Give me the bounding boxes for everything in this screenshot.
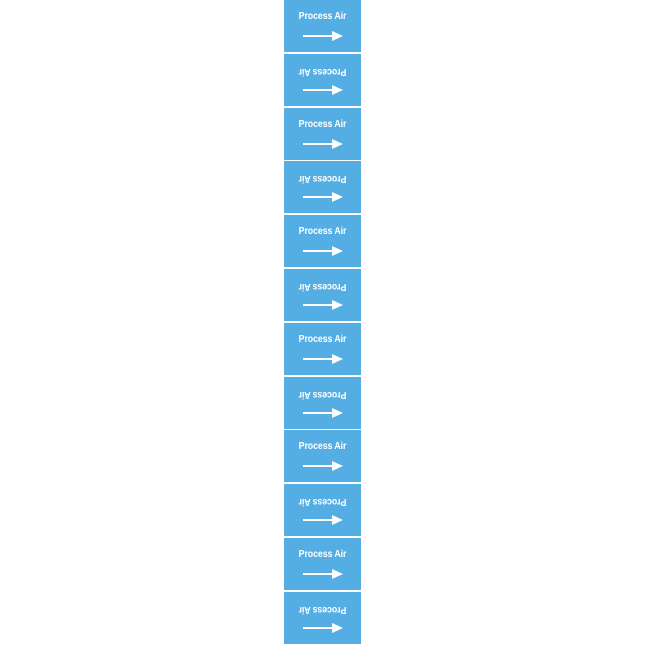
segment-label: Process Air — [298, 226, 347, 238]
marker-segment: Process Air — [284, 376, 361, 429]
right-arrow-icon — [303, 300, 343, 310]
segment-label: Process Air — [298, 549, 347, 560]
segment-label: Process Air — [298, 281, 347, 292]
right-arrow-icon — [303, 407, 343, 418]
right-arrow-icon — [303, 246, 343, 257]
segment-label: Process Air — [298, 441, 347, 453]
right-arrow-icon — [303, 138, 343, 149]
right-arrow-icon — [303, 84, 343, 95]
segment-label: Process Air — [298, 333, 347, 345]
segment-label: Process Air — [298, 173, 347, 185]
right-arrow-icon — [303, 31, 343, 41]
right-arrow-icon — [303, 461, 343, 472]
marker-segment: Process Air — [284, 591, 361, 644]
marker-segment: Process Air — [284, 215, 361, 268]
marker-segment: Process Air — [284, 484, 361, 537]
segment-label: Process Air — [298, 65, 347, 77]
marker-segment: Process Air — [284, 269, 361, 321]
right-arrow-icon — [303, 353, 343, 364]
right-arrow-icon — [303, 192, 343, 203]
segment-label: Process Air — [298, 496, 347, 508]
segment-label: Process Air — [298, 388, 347, 400]
segment-label: Process Air — [298, 11, 347, 22]
marker-segment: Process Air — [284, 538, 361, 590]
marker-segment: Process Air — [284, 0, 361, 52]
right-arrow-icon — [303, 569, 343, 579]
marker-segment: Process Air — [284, 322, 361, 375]
marker-segment: Process Air — [284, 107, 361, 160]
marker-segment: Process Air — [284, 161, 361, 214]
right-arrow-icon — [303, 515, 343, 526]
pipe-marker-strip: Process Air Process Air Process Air Process… — [284, 0, 361, 645]
marker-segment: Process Air — [284, 53, 361, 106]
right-arrow-icon — [303, 622, 343, 633]
segment-label: Process Air — [298, 603, 347, 615]
marker-segment: Process Air — [284, 430, 361, 483]
segment-label: Process Air — [298, 118, 347, 130]
